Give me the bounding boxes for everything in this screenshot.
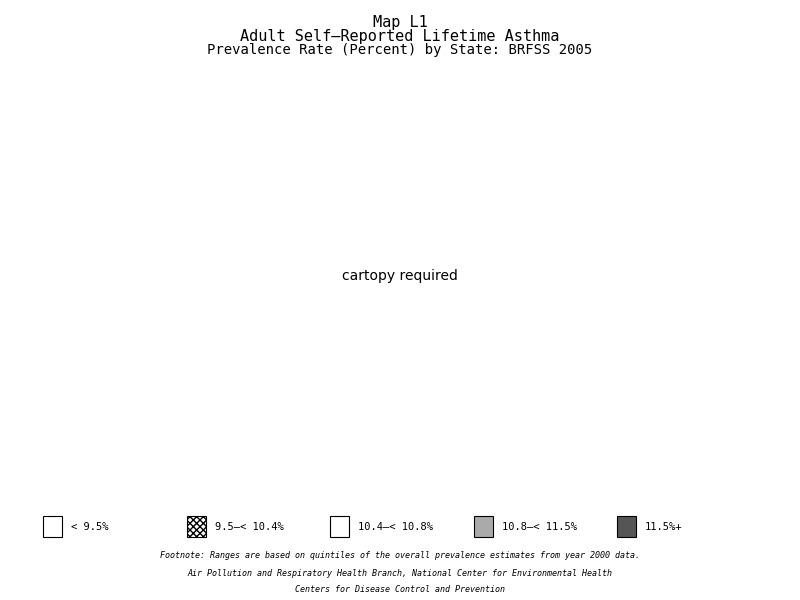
FancyBboxPatch shape — [186, 516, 206, 537]
Text: Prevalence Rate (Percent) by State: BRFSS 2005: Prevalence Rate (Percent) by State: BRFS… — [207, 43, 593, 57]
Text: Centers for Disease Control and Prevention: Centers for Disease Control and Preventi… — [295, 584, 505, 594]
Text: Map L1: Map L1 — [373, 15, 427, 30]
FancyBboxPatch shape — [43, 516, 62, 537]
Text: 11.5%+: 11.5%+ — [645, 521, 682, 532]
FancyBboxPatch shape — [474, 516, 493, 537]
Text: 10.8–< 11.5%: 10.8–< 11.5% — [502, 521, 577, 532]
Text: 9.5–< 10.4%: 9.5–< 10.4% — [214, 521, 283, 532]
Text: Footnote: Ranges are based on quintiles of the overall prevalence estimates from: Footnote: Ranges are based on quintiles … — [160, 551, 640, 559]
Text: < 9.5%: < 9.5% — [71, 521, 109, 532]
FancyBboxPatch shape — [330, 516, 350, 537]
Text: Air Pollution and Respiratory Health Branch, National Center for Environmental H: Air Pollution and Respiratory Health Bra… — [187, 569, 613, 577]
Text: 10.4–< 10.8%: 10.4–< 10.8% — [358, 521, 433, 532]
Text: cartopy required: cartopy required — [342, 269, 458, 283]
FancyBboxPatch shape — [617, 516, 636, 537]
Text: Adult Self–Reported Lifetime Asthma: Adult Self–Reported Lifetime Asthma — [240, 29, 560, 44]
